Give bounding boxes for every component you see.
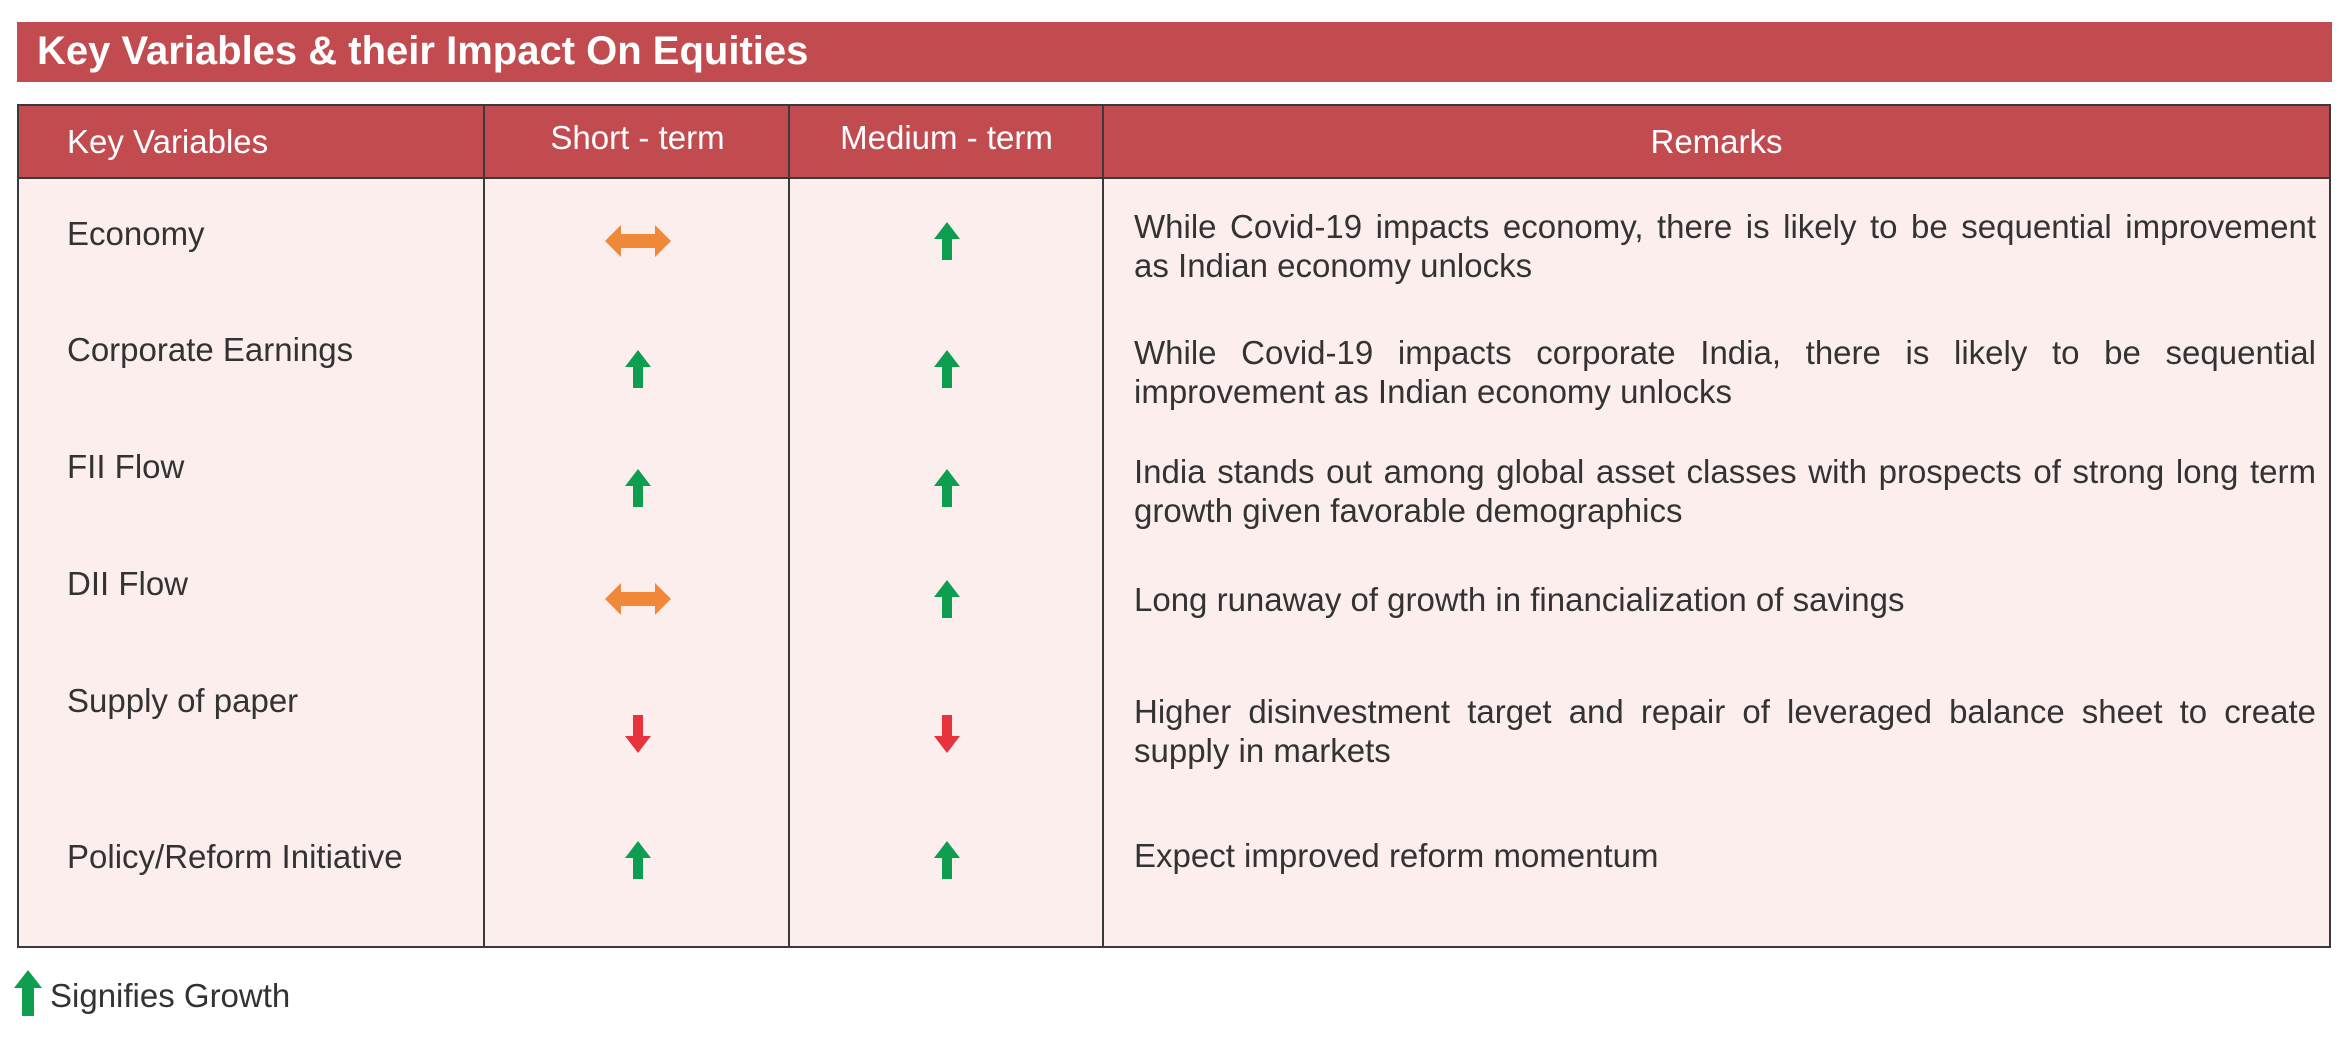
neutral-arrow-icon (604, 582, 671, 620)
table-header: Key Variables Short - term Medium - term… (19, 106, 2329, 179)
column-divider (788, 106, 790, 946)
header-key-variables: Key Variables (67, 122, 269, 160)
row-label: Economy (67, 215, 205, 252)
short-term-cell (485, 832, 790, 892)
header-remarks: Remarks (1650, 122, 1783, 160)
up-arrow-icon (933, 579, 960, 623)
page-title: Key Variables & their Impact On Equities (37, 29, 809, 73)
medium-term-cell (789, 832, 1104, 892)
up-arrow-icon (933, 840, 960, 884)
row-remark: Long runaway of growth in financializati… (1134, 581, 1905, 618)
legend-text: Signifies Growth (50, 976, 291, 1014)
down-arrow-icon (624, 714, 651, 758)
row-label: Policy/Reform Initiative (67, 838, 403, 875)
legend: Signifies Growth (14, 970, 290, 1021)
row-label: DII Flow (67, 565, 189, 602)
row-remark: While Covid-19 impacts corporate India, … (1134, 334, 2316, 410)
up-arrow-icon (624, 349, 651, 393)
short-term-cell (485, 706, 790, 766)
row-label: FII Flow (67, 448, 185, 485)
short-term-cell (485, 341, 790, 401)
short-term-cell (485, 213, 790, 273)
down-arrow-icon (933, 714, 960, 758)
up-arrow-icon (14, 970, 42, 1021)
up-arrow-icon (624, 468, 651, 512)
row-remark: Expect improved reform momentum (1134, 837, 1659, 874)
row-remark: Higher disinvestment target and repair o… (1134, 693, 2316, 769)
medium-term-cell (789, 460, 1104, 520)
short-term-cell (485, 460, 790, 520)
row-label: Supply of paper (67, 682, 299, 719)
medium-term-cell (789, 706, 1104, 766)
header-medium-term: Medium - term (840, 118, 1053, 156)
row-remark: India stands out among global asset clas… (1134, 453, 2316, 529)
short-term-cell (485, 571, 790, 631)
header-short-term: Short - term (550, 118, 725, 156)
row-label: Corporate Earnings (67, 331, 354, 368)
title-bar: Key Variables & their Impact On Equities (17, 22, 2332, 82)
row-remark: While Covid-19 impacts economy, there is… (1134, 208, 2316, 284)
up-arrow-icon (933, 468, 960, 512)
column-divider (483, 106, 485, 946)
impact-table: Key Variables Short - term Medium - term… (17, 104, 2331, 948)
up-arrow-icon (933, 221, 960, 265)
medium-term-cell (789, 213, 1104, 273)
medium-term-cell (789, 341, 1104, 401)
medium-term-cell (789, 571, 1104, 631)
column-divider (1102, 106, 1104, 946)
up-arrow-icon (624, 840, 651, 884)
up-arrow-icon (933, 349, 960, 393)
neutral-arrow-icon (604, 224, 671, 262)
